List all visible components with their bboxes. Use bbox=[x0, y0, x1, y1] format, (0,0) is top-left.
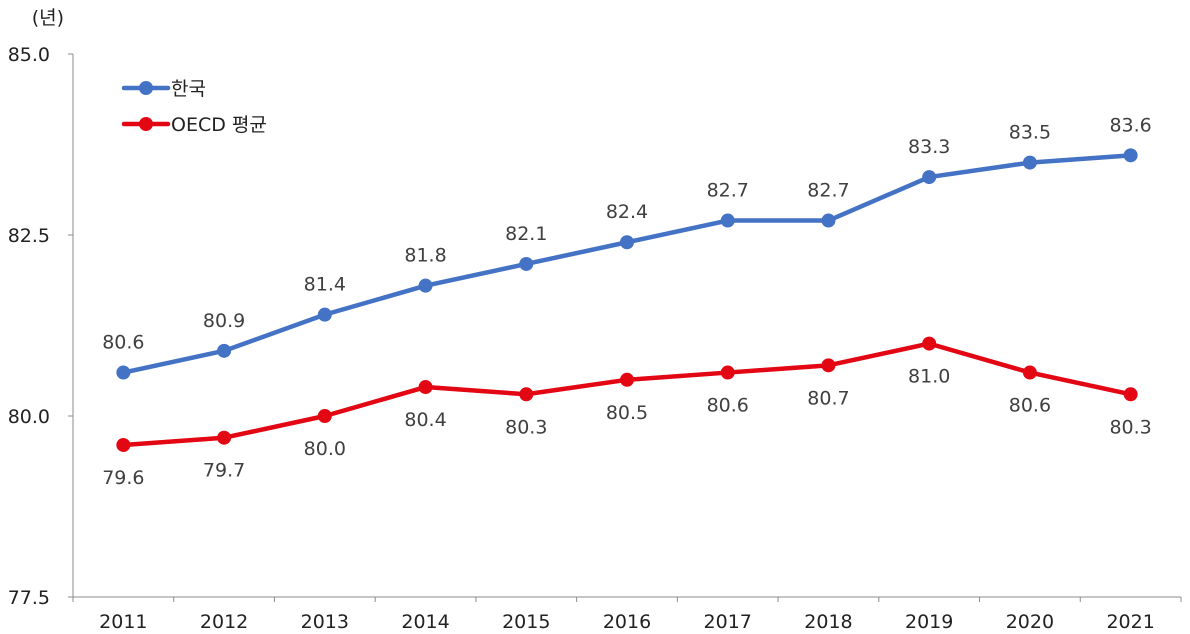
y-tick-label: 80.0 bbox=[8, 406, 50, 428]
data-point bbox=[217, 343, 232, 358]
series-line bbox=[121, 153, 1133, 375]
legend-item: 한국 bbox=[121, 78, 206, 100]
data-point bbox=[922, 336, 937, 351]
x-tick-label: 2020 bbox=[1006, 611, 1054, 633]
data-label: 81.8 bbox=[404, 245, 446, 267]
series-group: 80.6 80.9 81.4 81.8 82.1 82.4 82.7 82.7 83.3 83.5… bbox=[102, 114, 1152, 489]
y-axis: 85.0 82.5 80.0 77.5 bbox=[8, 44, 74, 609]
data-label: 82.7 bbox=[807, 180, 849, 202]
y-tick-label: 82.5 bbox=[8, 225, 50, 247]
data-label: 82.7 bbox=[707, 180, 749, 202]
data-point bbox=[620, 235, 634, 250]
y-unit-label: (년) bbox=[32, 7, 64, 29]
data-point bbox=[1123, 387, 1138, 402]
data-point bbox=[620, 372, 634, 387]
data-point bbox=[317, 409, 332, 423]
data-label: 80.7 bbox=[807, 387, 849, 409]
legend-label: 한국 bbox=[171, 78, 206, 100]
data-label: 79.6 bbox=[102, 467, 144, 489]
data-label: 80.4 bbox=[404, 409, 446, 431]
x-axis: 2011 2012 2013 2014 2015 2016 2017 2018 2019 2020… bbox=[72, 596, 1182, 633]
data-point bbox=[821, 213, 836, 228]
data-point bbox=[519, 256, 534, 271]
data-point bbox=[720, 365, 735, 380]
data-point bbox=[116, 365, 131, 380]
x-tick-label: 2012 bbox=[200, 611, 248, 633]
data-label: 79.7 bbox=[203, 460, 245, 482]
data-point bbox=[1022, 155, 1037, 170]
data-label: 80.6 bbox=[102, 332, 144, 354]
x-tick-label: 2017 bbox=[704, 611, 752, 633]
x-tick-label: 2014 bbox=[401, 611, 449, 633]
data-point bbox=[317, 307, 332, 322]
data-label: 83.5 bbox=[1009, 122, 1051, 144]
x-tick-label: 2015 bbox=[502, 611, 550, 633]
data-label: 80.6 bbox=[707, 395, 749, 417]
x-tick-label: 2016 bbox=[603, 611, 651, 633]
data-point bbox=[922, 170, 937, 185]
data-point bbox=[821, 358, 836, 373]
data-label: 82.4 bbox=[606, 201, 648, 223]
legend-label: OECD 평균 bbox=[171, 114, 267, 136]
x-tick-label: 2021 bbox=[1106, 611, 1154, 633]
data-label: 80.9 bbox=[203, 310, 245, 332]
data-point bbox=[418, 380, 433, 395]
legend-marker bbox=[139, 81, 153, 95]
x-tick-label: 2013 bbox=[301, 611, 349, 633]
data-point bbox=[217, 430, 232, 445]
series-korea: 80.6 80.9 81.4 81.8 82.1 82.4 82.7 82.7 83.3 83.5… bbox=[102, 114, 1152, 380]
x-tick-label: 2011 bbox=[99, 611, 147, 633]
data-point bbox=[116, 437, 131, 452]
data-label: 81.4 bbox=[304, 274, 346, 296]
data-point bbox=[1123, 148, 1138, 163]
data-point bbox=[720, 213, 735, 228]
y-tick-label: 85.0 bbox=[8, 44, 50, 66]
data-label: 82.1 bbox=[505, 223, 547, 245]
series-line bbox=[121, 341, 1133, 448]
x-tick-label: 2018 bbox=[804, 611, 852, 633]
legend-item: OECD 평균 bbox=[121, 114, 267, 136]
legend-marker bbox=[139, 117, 153, 131]
data-label: 81.0 bbox=[908, 366, 950, 388]
data-point bbox=[519, 387, 534, 402]
data-label: 80.0 bbox=[304, 438, 346, 460]
data-point bbox=[418, 278, 433, 293]
series-oecd-average: 79.6 79.7 80.0 80.4 80.3 80.5 80.6 80.7 81.0 80.6… bbox=[102, 336, 1152, 489]
data-label: 83.6 bbox=[1109, 114, 1151, 136]
legend: 한국 OECD 평균 bbox=[121, 78, 267, 136]
data-label: 80.6 bbox=[1009, 395, 1051, 417]
data-label: 80.3 bbox=[505, 416, 547, 438]
x-tick-label: 2019 bbox=[905, 611, 953, 633]
y-tick-label: 77.5 bbox=[8, 587, 50, 609]
data-label: 80.5 bbox=[606, 402, 648, 424]
data-label: 80.3 bbox=[1109, 416, 1151, 438]
data-label: 83.3 bbox=[908, 136, 950, 158]
data-point bbox=[1022, 365, 1037, 380]
